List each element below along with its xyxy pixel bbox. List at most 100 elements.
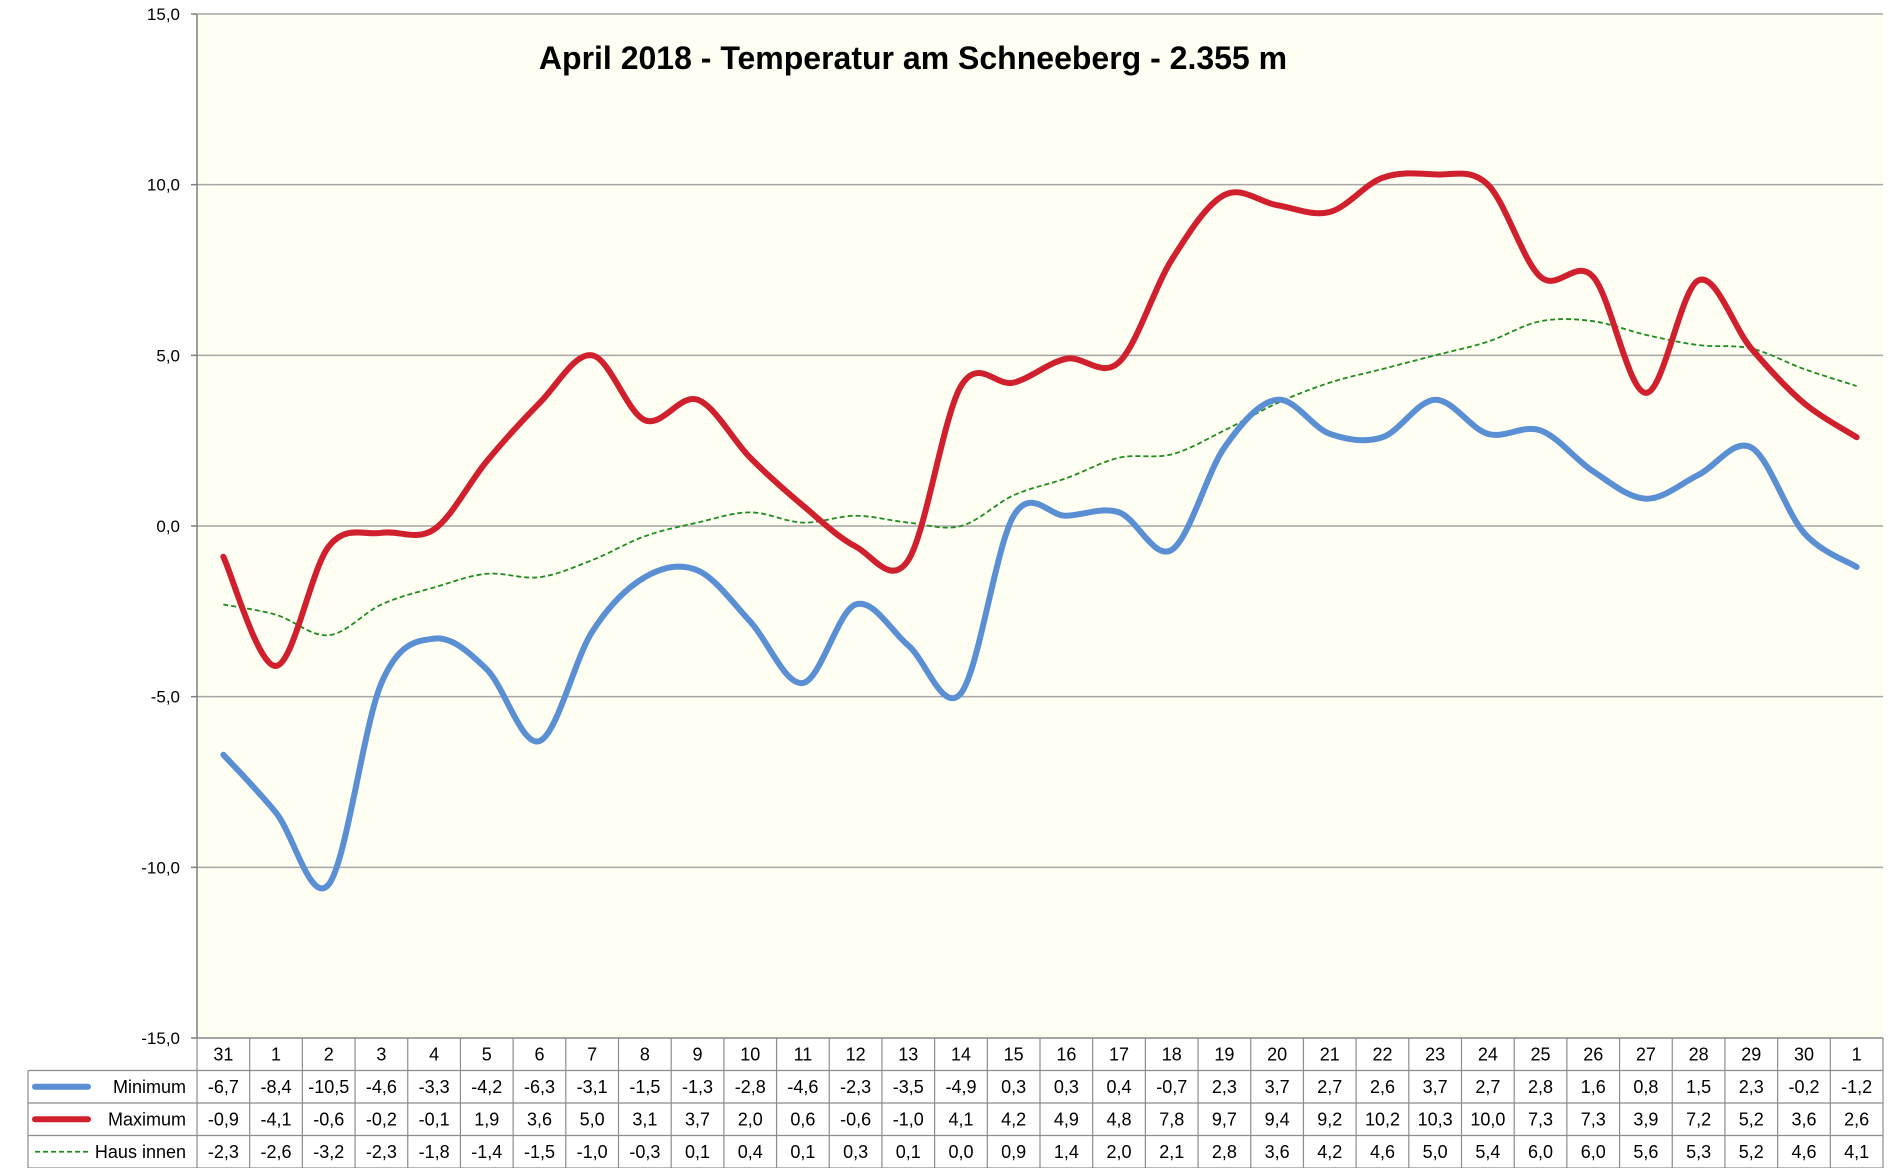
series-line-maximum bbox=[220, 170, 1860, 669]
data-label: 7,3 bbox=[1528, 1109, 1553, 1129]
category-label: 17 bbox=[1109, 1044, 1129, 1064]
data-label: 3,6 bbox=[1265, 1142, 1290, 1162]
y-tick-label: -10,0 bbox=[141, 858, 180, 877]
data-label: -0,6 bbox=[313, 1109, 344, 1129]
category-label: 16 bbox=[1056, 1044, 1076, 1064]
data-label: 0,1 bbox=[685, 1142, 710, 1162]
category-label: 2 bbox=[324, 1044, 334, 1064]
chart-title: April 2018 - Temperatur am Schneeberg - … bbox=[539, 40, 1287, 76]
data-label: 4,6 bbox=[1370, 1142, 1395, 1162]
data-label: 1,5 bbox=[1686, 1077, 1711, 1097]
data-label: 2,3 bbox=[1212, 1077, 1237, 1097]
data-label: 10,3 bbox=[1418, 1109, 1453, 1129]
series-line-haus-innen bbox=[223, 318, 1857, 637]
data-label: -2,3 bbox=[840, 1077, 871, 1097]
data-label: 5,2 bbox=[1739, 1109, 1764, 1129]
data-label: -1,2 bbox=[1841, 1077, 1872, 1097]
data-label: 3,6 bbox=[527, 1109, 552, 1129]
data-label: -0,1 bbox=[419, 1109, 450, 1129]
category-label: 14 bbox=[951, 1044, 971, 1064]
data-label: 4,2 bbox=[1317, 1142, 1342, 1162]
data-label: -1,0 bbox=[577, 1142, 608, 1162]
category-label: 25 bbox=[1531, 1044, 1551, 1064]
legend-label: Maximum bbox=[108, 1109, 186, 1129]
category-label: 12 bbox=[846, 1044, 866, 1064]
data-label: 10,0 bbox=[1470, 1109, 1505, 1129]
category-label: 26 bbox=[1583, 1044, 1603, 1064]
data-label: -2,6 bbox=[261, 1142, 292, 1162]
data-label: 6,0 bbox=[1581, 1142, 1606, 1162]
y-tick-label: 15,0 bbox=[147, 5, 180, 24]
data-label: -1,5 bbox=[629, 1077, 660, 1097]
data-label: 4,8 bbox=[1107, 1109, 1132, 1129]
data-label: -1,4 bbox=[471, 1142, 502, 1162]
data-label: 5,6 bbox=[1633, 1142, 1658, 1162]
category-label: 31 bbox=[213, 1044, 233, 1064]
data-label: 0,9 bbox=[1001, 1142, 1026, 1162]
data-label: 3,1 bbox=[632, 1109, 657, 1129]
data-label: 3,7 bbox=[685, 1109, 710, 1129]
data-label: 0,4 bbox=[738, 1142, 763, 1162]
data-label: 3,6 bbox=[1791, 1109, 1816, 1129]
data-label: 1,4 bbox=[1054, 1142, 1079, 1162]
data-label: -0,7 bbox=[1156, 1077, 1187, 1097]
data-label: 5,3 bbox=[1686, 1142, 1711, 1162]
data-label: 3,7 bbox=[1265, 1077, 1290, 1097]
data-label: -2,8 bbox=[735, 1077, 766, 1097]
data-label: 4,2 bbox=[1001, 1109, 1026, 1129]
category-label: 30 bbox=[1794, 1044, 1814, 1064]
data-label: 2,7 bbox=[1317, 1077, 1342, 1097]
data-label: -4,2 bbox=[471, 1077, 502, 1097]
data-label: 0,1 bbox=[896, 1142, 921, 1162]
data-label: 0,4 bbox=[1107, 1077, 1132, 1097]
data-label: 1,6 bbox=[1581, 1077, 1606, 1097]
legend-label: Haus innen bbox=[95, 1142, 186, 1162]
data-label: -3,5 bbox=[893, 1077, 924, 1097]
data-label: 4,1 bbox=[948, 1109, 973, 1129]
y-tick-label: 0,0 bbox=[156, 517, 180, 536]
data-label: 7,2 bbox=[1686, 1109, 1711, 1129]
category-label: 3 bbox=[376, 1044, 386, 1064]
data-label: 2,0 bbox=[738, 1109, 763, 1129]
data-label: 3,9 bbox=[1633, 1109, 1658, 1129]
y-tick-label: -15,0 bbox=[141, 1029, 180, 1048]
category-label: 22 bbox=[1372, 1044, 1392, 1064]
data-label: 2,7 bbox=[1475, 1077, 1500, 1097]
category-label: 4 bbox=[429, 1044, 439, 1064]
data-label: -1,8 bbox=[419, 1142, 450, 1162]
data-label: 4,6 bbox=[1791, 1142, 1816, 1162]
data-label: 2,8 bbox=[1212, 1142, 1237, 1162]
category-label: 24 bbox=[1478, 1044, 1498, 1064]
category-label: 13 bbox=[898, 1044, 918, 1064]
category-label: 7 bbox=[587, 1044, 597, 1064]
data-label: -4,1 bbox=[261, 1109, 292, 1129]
y-tick-label: 10,0 bbox=[147, 176, 180, 195]
category-label: 15 bbox=[1004, 1044, 1024, 1064]
data-label: -1,5 bbox=[524, 1142, 555, 1162]
category-label: 1 bbox=[271, 1044, 281, 1064]
data-label: -0,9 bbox=[208, 1109, 239, 1129]
series-lines bbox=[220, 170, 1860, 892]
data-label: 5,2 bbox=[1739, 1142, 1764, 1162]
data-label: 4,1 bbox=[1844, 1142, 1869, 1162]
data-label: 9,2 bbox=[1317, 1109, 1342, 1129]
data-label: 3,7 bbox=[1423, 1077, 1448, 1097]
y-tick-label: 5,0 bbox=[156, 346, 180, 365]
data-label: 0,0 bbox=[948, 1142, 973, 1162]
data-label: 0,1 bbox=[790, 1142, 815, 1162]
data-label: 5,0 bbox=[580, 1109, 605, 1129]
category-label: 5 bbox=[482, 1044, 492, 1064]
data-label: 9,7 bbox=[1212, 1109, 1237, 1129]
data-label: 0,8 bbox=[1633, 1077, 1658, 1097]
data-label: -1,0 bbox=[893, 1109, 924, 1129]
series-line-minimum bbox=[220, 396, 1860, 892]
data-label: 0,6 bbox=[790, 1109, 815, 1129]
category-label: 18 bbox=[1162, 1044, 1182, 1064]
category-label: 27 bbox=[1636, 1044, 1656, 1064]
data-label: -2,3 bbox=[208, 1142, 239, 1162]
data-label: 4,9 bbox=[1054, 1109, 1079, 1129]
data-label: -0,3 bbox=[629, 1142, 660, 1162]
data-label: -3,2 bbox=[313, 1142, 344, 1162]
data-label: -6,3 bbox=[524, 1077, 555, 1097]
